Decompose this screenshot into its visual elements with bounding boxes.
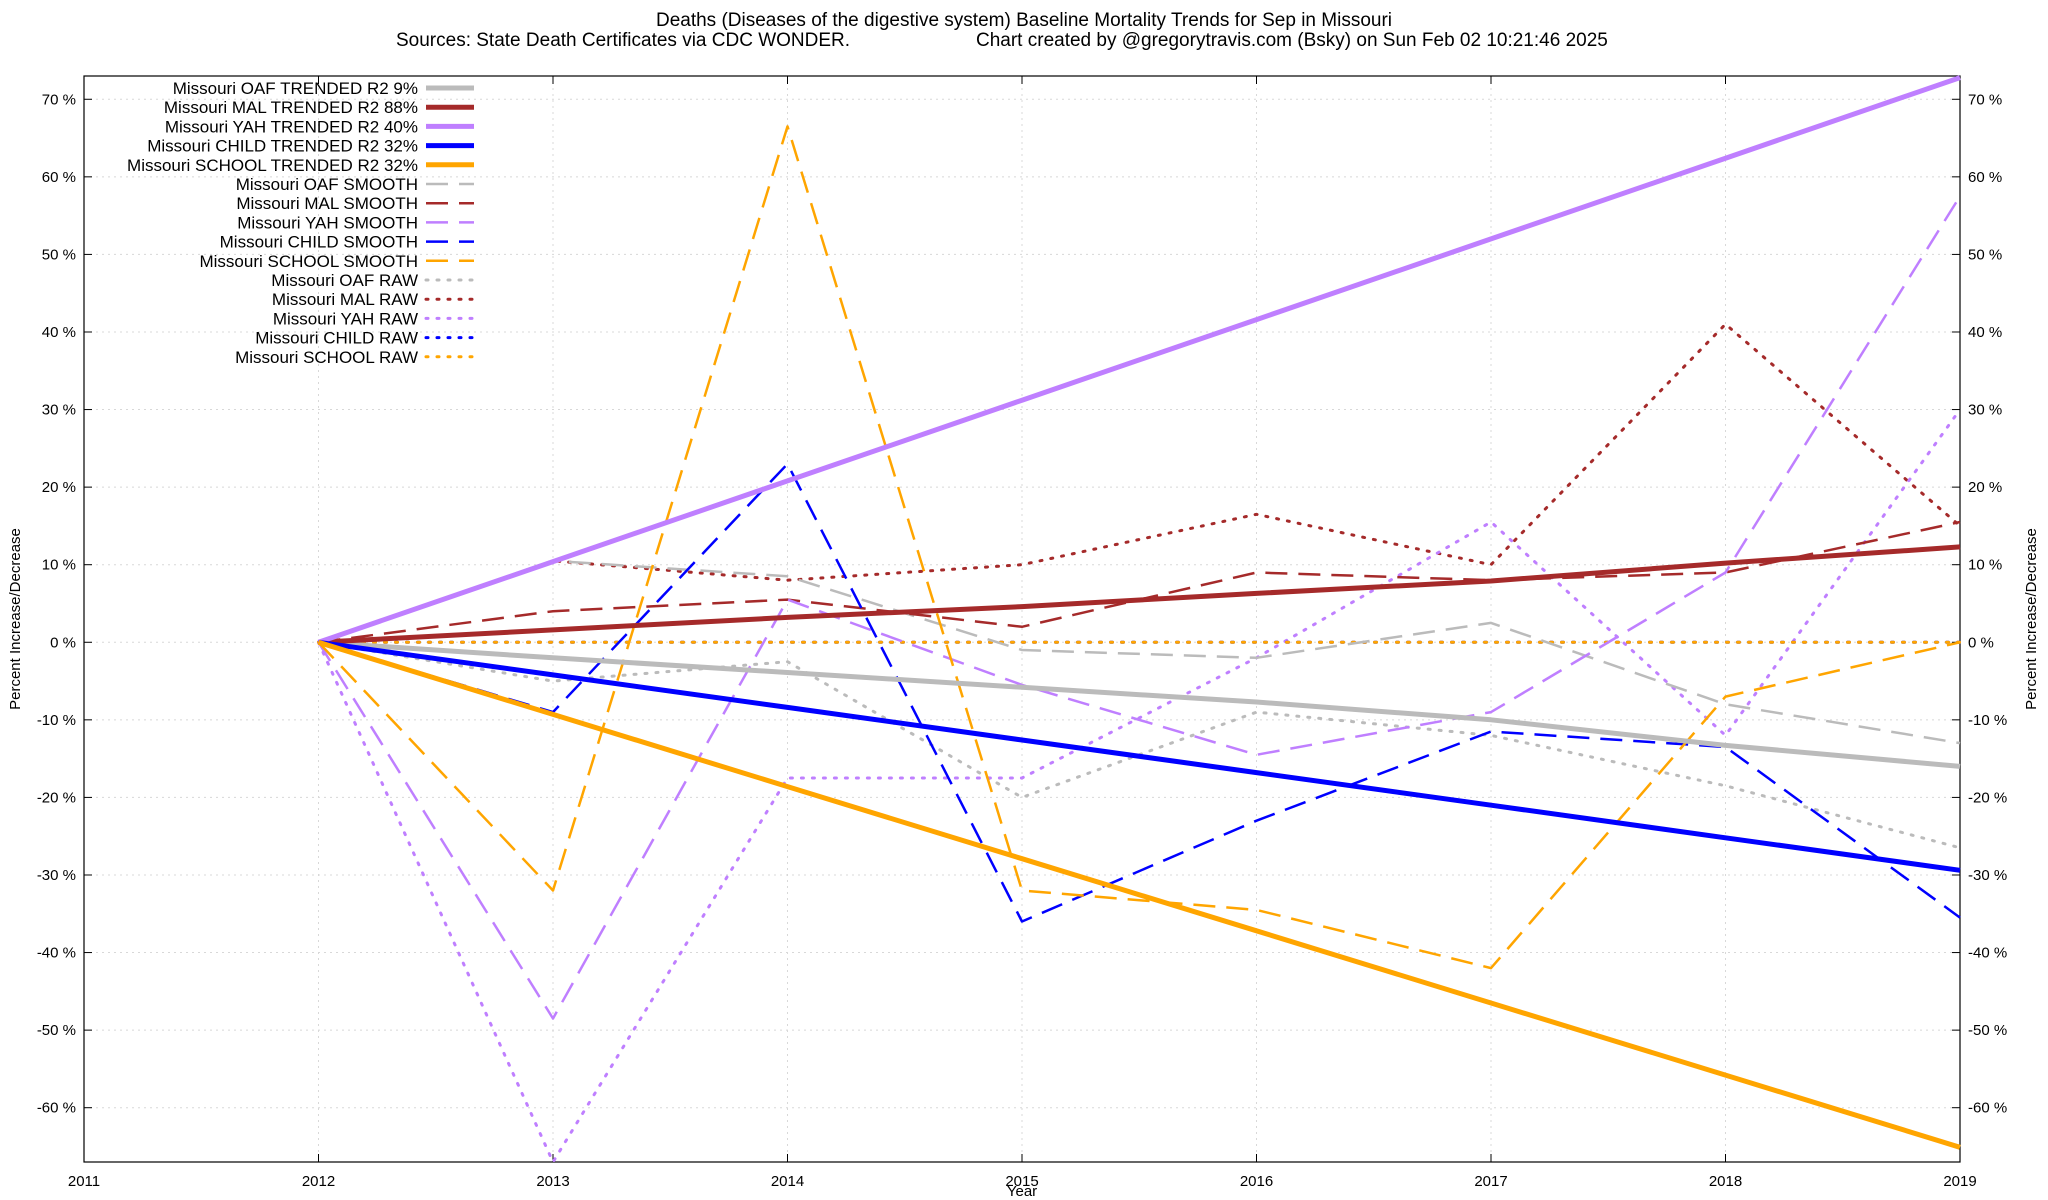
y-tick-label-right: 10 % xyxy=(1968,557,2002,574)
legend-label: Missouri OAF RAW xyxy=(271,271,418,290)
series-line-missouri-yah-trended-r2-40 xyxy=(317,75,1961,645)
legend-label: Missouri MAL RAW xyxy=(272,290,418,309)
series-line-missouri-mal-raw xyxy=(317,322,1962,644)
x-tick-label: 2012 xyxy=(302,1173,335,1190)
tick-layer: 2011 2012 2013 2014 2015 2016 2017 2018 2019 70 %… xyxy=(37,76,2007,1190)
x-tick-label: 2018 xyxy=(1709,1173,1742,1190)
y-tick-label-left: 30 % xyxy=(42,402,76,419)
y-tick-label-left: 0 % xyxy=(50,634,76,651)
y-tick-label-right: 70 % xyxy=(1968,91,2002,108)
legend-label: Missouri OAF SMOOTH xyxy=(236,175,418,194)
series-line-missouri-school-trended-r2-32 xyxy=(317,639,1961,1150)
y-tick-label-left: -60 % xyxy=(37,1100,76,1117)
series-line-missouri-mal-trended-r2-88 xyxy=(318,544,1961,645)
legend: Missouri OAF TRENDED R2 9%Missouri MAL T… xyxy=(127,79,476,367)
y-tick-label-left: -40 % xyxy=(37,945,76,962)
x-tick-label: 2016 xyxy=(1240,1173,1273,1190)
legend-label: Missouri YAH RAW xyxy=(273,309,418,328)
y-tick-label-right: 50 % xyxy=(1968,246,2002,263)
series-layer xyxy=(317,75,1962,1164)
x-tick-label: 2013 xyxy=(536,1173,569,1190)
legend-label: Missouri CHILD SMOOTH xyxy=(220,233,418,252)
x-tick-label: 2015 xyxy=(1005,1173,1038,1190)
y-tick-label-right: 40 % xyxy=(1968,324,2002,341)
legend-label: Missouri MAL TRENDED R2 88% xyxy=(164,98,418,117)
legend-label: Missouri YAH TRENDED R2 40% xyxy=(165,117,418,136)
x-axis-label: Year xyxy=(1007,1183,1037,1200)
series-line-missouri-child-trended-r2-32 xyxy=(318,639,1961,873)
series-line-missouri-yah-raw xyxy=(317,408,1962,1164)
y-tick-label-right: 60 % xyxy=(1968,169,2002,186)
series-line-missouri-oaf-trended-r2-9 xyxy=(318,639,1961,769)
x-tick-label: 2019 xyxy=(1943,1173,1976,1190)
legend-label: Missouri CHILD TRENDED R2 32% xyxy=(147,137,418,156)
y-tick-label-left: 40 % xyxy=(42,324,76,341)
y-tick-label-left: -10 % xyxy=(37,712,76,729)
chart-subtitle-credit: Chart created by @gregorytravis.com (Bsk… xyxy=(976,30,1608,51)
legend-label: Missouri SCHOOL RAW xyxy=(235,348,418,367)
y-tick-label-left: 70 % xyxy=(42,91,76,108)
x-tick-label: 2011 xyxy=(68,1173,100,1190)
y-tick-label-left: 10 % xyxy=(42,557,76,574)
chart-title: Deaths (Diseases of the digestive system… xyxy=(656,10,1392,31)
legend-label: Missouri CHILD RAW xyxy=(255,329,418,348)
y-tick-label-left: 50 % xyxy=(42,246,76,263)
legend-label: Missouri SCHOOL TRENDED R2 32% xyxy=(127,156,418,175)
x-tick-label: 2014 xyxy=(771,1173,804,1190)
legend-label: Missouri SCHOOL SMOOTH xyxy=(199,252,418,271)
series-line-missouri-child-smooth xyxy=(318,462,1961,923)
y-tick-label-left: -20 % xyxy=(37,789,76,806)
legend-label: Missouri MAL SMOOTH xyxy=(236,194,418,213)
y-axis-label-left: Percent Increase/Decrease xyxy=(7,528,24,710)
y-tick-label-right: 30 % xyxy=(1968,402,2002,419)
y-tick-label-left: 60 % xyxy=(42,169,76,186)
y-tick-label-left: 20 % xyxy=(42,479,76,496)
y-tick-label-right: 20 % xyxy=(1968,479,2002,496)
series-line-missouri-yah-smooth xyxy=(317,195,1962,1020)
y-tick-label-left: -30 % xyxy=(37,867,76,884)
y-tick-label-left: -50 % xyxy=(37,1022,76,1039)
chart-subtitle-source: Sources: State Death Certificates via CD… xyxy=(396,30,850,51)
y-tick-label-right: -50 % xyxy=(1968,1022,2007,1039)
x-tick-label: 2017 xyxy=(1474,1173,1507,1190)
y-tick-label-right: -20 % xyxy=(1968,789,2007,806)
y-tick-label-right: -60 % xyxy=(1968,1100,2007,1117)
y-tick-label-right: -30 % xyxy=(1968,867,2007,884)
legend-label: Missouri OAF TRENDED R2 9% xyxy=(173,79,418,98)
y-tick-label-right: -10 % xyxy=(1968,712,2007,729)
y-tick-label-right: 0 % xyxy=(1968,634,1994,651)
series-line-missouri-oaf-smooth xyxy=(318,559,1961,745)
y-tick-label-right: -40 % xyxy=(1968,945,2007,962)
y-axis-label-right: Percent Increase/Decrease xyxy=(2023,528,2040,710)
legend-label: Missouri YAH SMOOTH xyxy=(237,213,418,232)
